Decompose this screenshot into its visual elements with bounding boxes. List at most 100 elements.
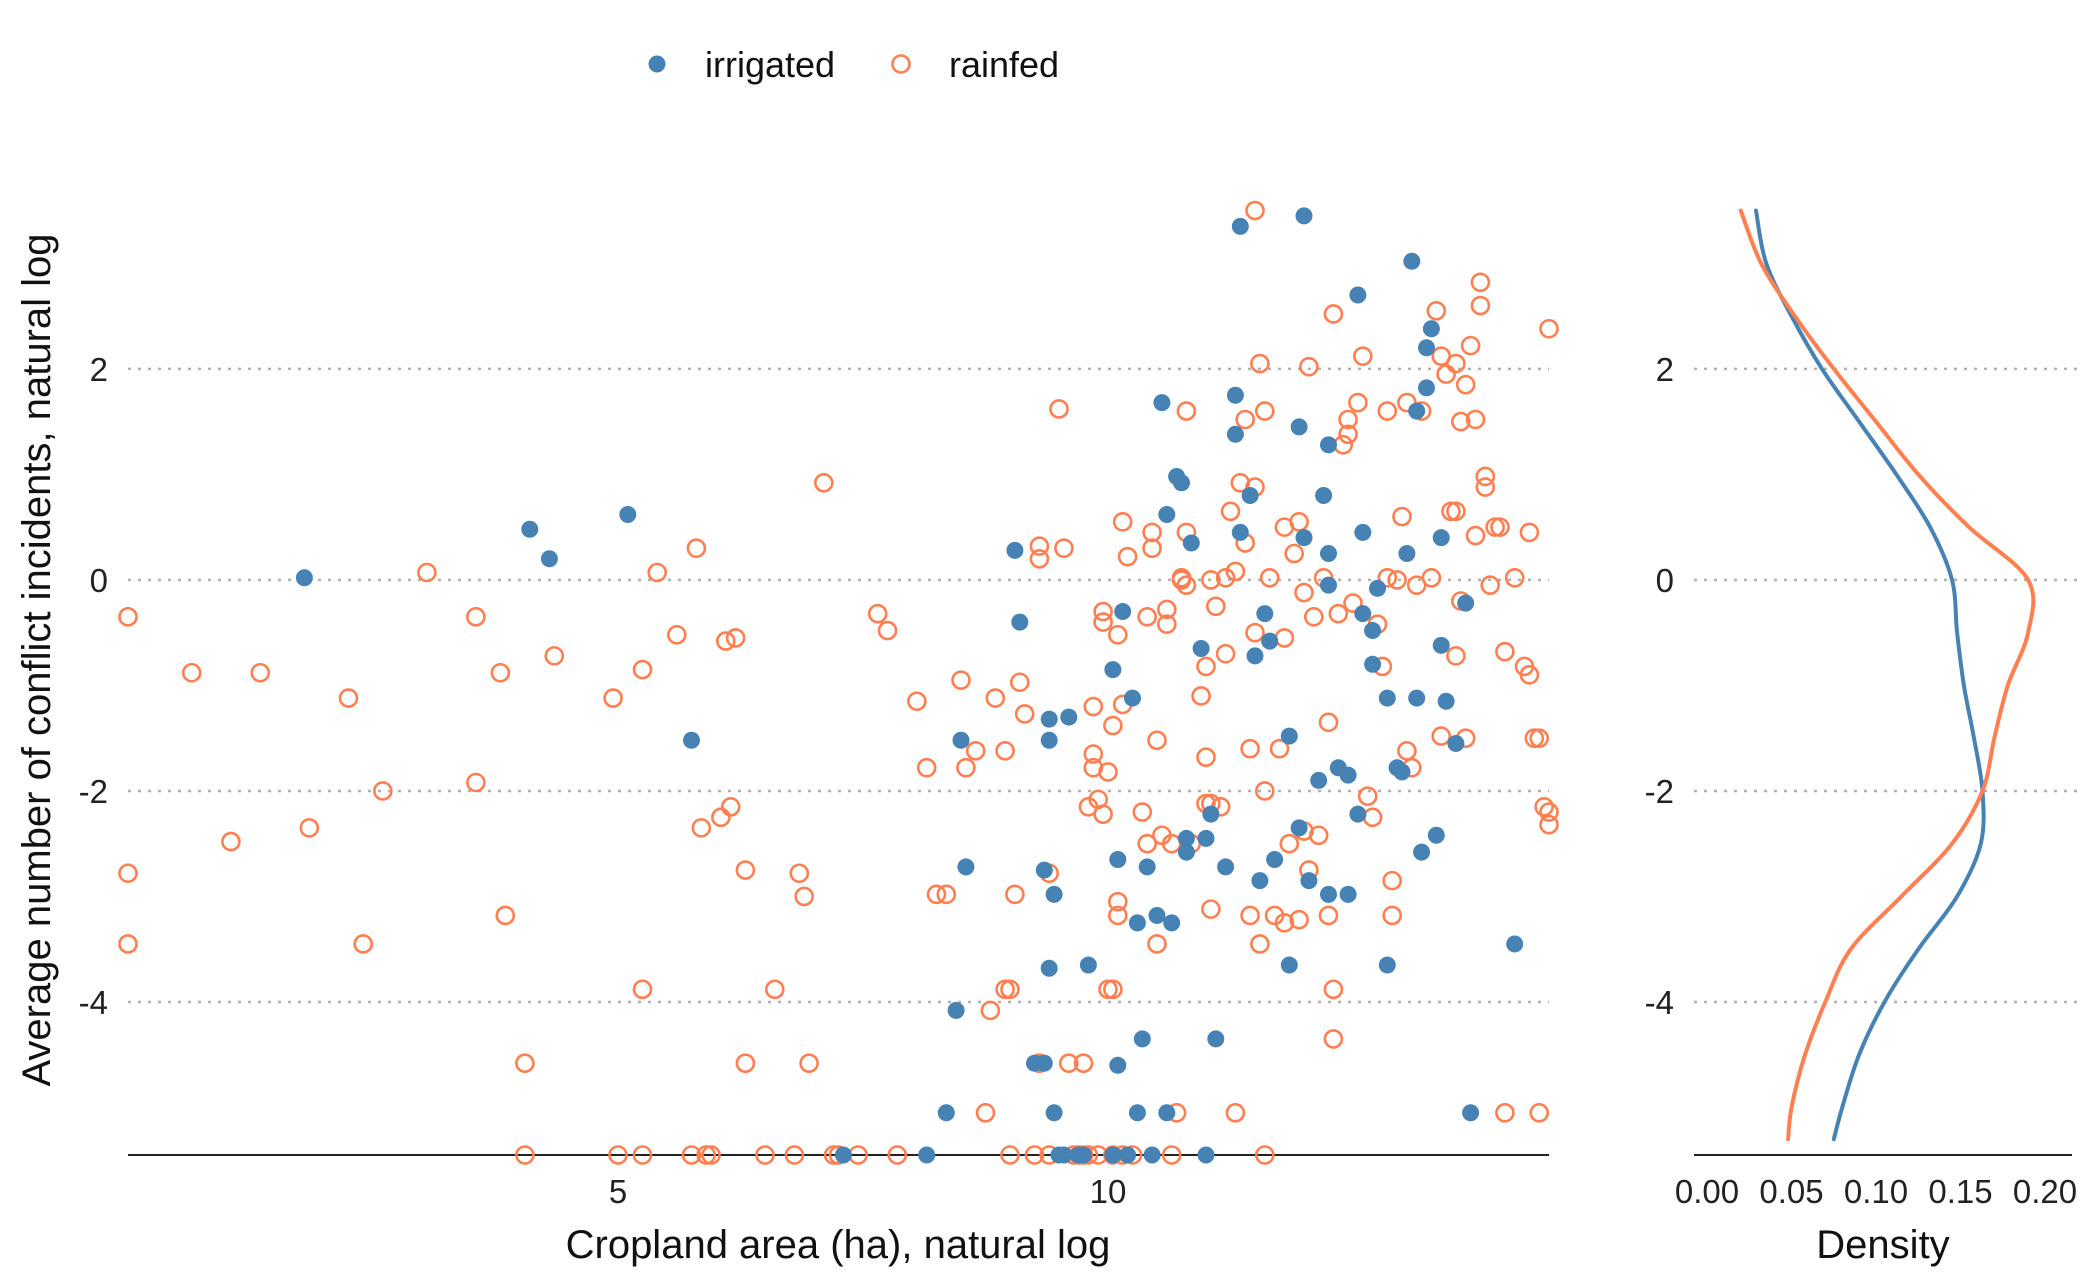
scatter-point-rainfed <box>1299 356 1319 377</box>
scatter-point-rainfed <box>1446 646 1466 666</box>
density-x-axis-title: Density <box>1816 1223 1949 1267</box>
scatter-point-irrigated <box>1378 689 1396 707</box>
scatter-point-rainfed <box>1274 628 1295 648</box>
scatter-point-rainfed <box>1098 979 1118 1000</box>
scatter-point-irrigated <box>1197 829 1215 847</box>
scatter-point-rainfed <box>1215 643 1236 664</box>
scatter-point-irrigated <box>1163 914 1181 932</box>
density-y-tick-label: -2 <box>1645 773 1674 810</box>
scatter-point-rainfed <box>1196 747 1216 767</box>
scatter-point-rainfed <box>1436 364 1456 384</box>
scatter-point-rainfed <box>1240 905 1260 926</box>
scatter-point-rainfed <box>995 979 1015 1000</box>
scatter-point-irrigated <box>1006 541 1024 559</box>
scatter-point-irrigated <box>834 1146 852 1164</box>
scatter-point-rainfed <box>666 624 687 645</box>
scatter-point-irrigated <box>1339 885 1357 903</box>
scatter-point-irrigated <box>1197 1146 1215 1164</box>
scatter-points <box>118 200 1559 1165</box>
scatter-point-irrigated <box>683 731 700 749</box>
scatter-point-rainfed <box>1245 622 1265 643</box>
scatter-point-rainfed <box>1284 543 1304 564</box>
scatter-point-rainfed <box>1470 272 1491 293</box>
scatter-point-rainfed <box>995 741 1015 761</box>
scatter-point-rainfed <box>181 662 202 683</box>
scatter-point-rainfed <box>1255 401 1275 421</box>
scatter-point-rainfed <box>1073 1053 1094 1073</box>
density-x-tick-label: 0.10 <box>1844 1173 1908 1210</box>
scatter-point-rainfed <box>1250 934 1270 954</box>
scatter-point-irrigated <box>1349 286 1367 304</box>
scatter-point-irrigated <box>1300 872 1318 890</box>
scatter-point-rainfed <box>353 934 374 954</box>
scatter-point-rainfed <box>1108 905 1128 926</box>
scatter-point-irrigated <box>1403 252 1421 270</box>
scatter-point-rainfed <box>1529 728 1549 748</box>
scatter-point-rainfed <box>1215 567 1236 588</box>
scatter-point-rainfed <box>1308 825 1329 846</box>
scatter-point-irrigated <box>1182 534 1200 552</box>
scatter-point-rainfed <box>372 781 393 801</box>
scatter-point-rainfed <box>1083 696 1104 717</box>
scatter-y-axis-title: Average number of conflict incidents, na… <box>15 233 59 1086</box>
scatter-point-irrigated <box>1202 805 1220 823</box>
scatter-point-rainfed <box>1294 582 1314 603</box>
scatter-point-rainfed <box>299 818 320 838</box>
scatter-point-irrigated <box>1138 858 1156 876</box>
legend-marker-rainfed <box>891 54 911 74</box>
scatter-point-irrigated <box>1060 708 1078 726</box>
scatter-panel: 2 0 -2 -4 5 10 Cropland area (ha), natural l… <box>15 200 1559 1267</box>
density-curve-irrigated <box>1754 208 1986 1142</box>
scatter-point-rainfed <box>1176 575 1197 595</box>
scatter-point-irrigated <box>1079 956 1097 974</box>
scatter-point-rainfed <box>1475 466 1496 487</box>
scatter-point-irrigated <box>1295 207 1313 225</box>
scatter-point-irrigated <box>1364 655 1382 673</box>
scatter-point-rainfed <box>681 1145 702 1165</box>
scatter-point-rainfed <box>1147 730 1167 751</box>
scatter-point-irrigated <box>1280 727 1298 745</box>
scatter-point-rainfed <box>1441 501 1461 522</box>
scatter-point-rainfed <box>1304 607 1324 627</box>
scatter-point-rainfed <box>1201 570 1221 590</box>
scatter-point-rainfed <box>1098 762 1118 782</box>
scatter-point-irrigated <box>1432 529 1450 547</box>
scatter-gridlines <box>128 367 1549 1004</box>
scatter-point-rainfed <box>1201 899 1221 919</box>
scatter-point-irrigated <box>1408 402 1426 420</box>
scatter-point-rainfed <box>936 884 957 905</box>
scatter-point-rainfed <box>1451 411 1471 432</box>
scatter-point-rainfed <box>1103 715 1123 736</box>
scatter-point-rainfed <box>867 603 888 624</box>
legend-label-rainfed: rainfed <box>949 44 1059 85</box>
scatter-point-rainfed <box>1235 409 1255 430</box>
scatter-point-irrigated <box>1320 576 1337 594</box>
scatter-point-irrigated <box>1177 829 1195 847</box>
density-y-tick-label: 2 <box>1656 351 1674 388</box>
scatter-point-rainfed <box>1269 738 1290 759</box>
scatter-point-rainfed <box>1323 979 1344 1000</box>
scatter-point-rainfed <box>1240 738 1260 759</box>
scatter-point-rainfed <box>1255 1145 1275 1165</box>
scatter-point-rainfed <box>1475 477 1496 497</box>
scatter-point-rainfed <box>1259 567 1280 588</box>
scatter-point-rainfed <box>1377 401 1398 421</box>
scatter-point-rainfed <box>1103 979 1123 1000</box>
scatter-point-rainfed <box>1465 409 1486 430</box>
scatter-point-rainfed <box>603 688 623 708</box>
scatter-y-tick-label: 2 <box>90 351 108 388</box>
scatter-point-rainfed <box>1426 301 1447 321</box>
density-x-tick-label: 0.05 <box>1759 1173 1823 1210</box>
scatter-point-rainfed <box>1392 506 1412 527</box>
scatter-point-rainfed <box>1318 905 1339 926</box>
scatter-point-rainfed <box>1539 802 1559 822</box>
scatter-point-rainfed <box>515 1145 535 1165</box>
scatter-point-rainfed <box>1382 905 1402 926</box>
scatter-point-irrigated <box>1109 1056 1127 1074</box>
scatter-point-rainfed <box>1455 374 1476 395</box>
scatter-point-rainfed <box>1524 728 1545 748</box>
scatter-point-irrigated <box>1310 771 1328 789</box>
scatter-point-rainfed <box>1191 686 1211 706</box>
density-y-tick-labels: 2 0 -2 -4 <box>1645 351 1674 1021</box>
density-x-tick-labels: 0.00 0.05 0.10 0.15 0.20 <box>1675 1173 2077 1210</box>
